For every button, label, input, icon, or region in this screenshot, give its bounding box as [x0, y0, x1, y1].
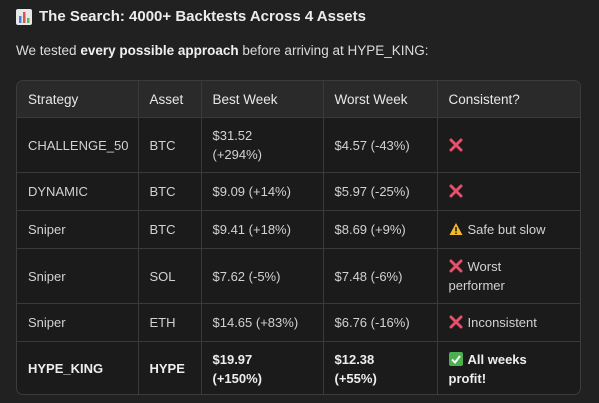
best-week-cell: $19.97 (+150%): [201, 341, 324, 394]
column-header: Best Week: [201, 81, 324, 118]
worst-change: (-25%): [370, 184, 410, 199]
best-value: $14.65: [212, 315, 253, 330]
best-change: (+18%): [248, 222, 291, 237]
best-change: (-5%): [248, 268, 281, 284]
worst-change: (-6%): [370, 268, 403, 284]
consistent-content: Inconsistent: [449, 313, 570, 332]
worst-change: (-43%): [370, 137, 410, 153]
title-row: The Search: 4000+ Backtests Across 4 Ass…: [16, 8, 366, 25]
column-header: Strategy: [17, 81, 139, 118]
best-change: (+14%): [248, 184, 291, 199]
table-row: Sniper ETH $14.65 (+83%) $6.76 (-16%) Incons…: [17, 303, 580, 342]
worst-week-cell: $8.69 (+9%): [323, 210, 438, 249]
asset-cell: SOL: [138, 248, 202, 304]
worst-change: (+55%): [334, 370, 377, 386]
worst-value: $12.38: [334, 351, 375, 367]
table-row: DYNAMIC BTC $9.09 (+14%) $5.97 (-25%): [17, 172, 580, 211]
consistent-content: Worst performer: [449, 257, 529, 295]
consistent-cell: [437, 172, 580, 211]
worst-week-cell: $6.76 (-16%): [323, 303, 438, 342]
worst-week-cell: $12.38 (+55%): [323, 341, 438, 394]
consistent-text: Safe but slow: [467, 222, 546, 237]
asset-cell: HYPE: [138, 341, 202, 394]
best-value: $9.09: [212, 184, 246, 199]
worst-week-cell: $5.97 (-25%): [323, 172, 438, 211]
worst-week-cell: $4.57 (-43%): [323, 117, 438, 173]
table-container: Strategy Asset Best Week Worst Week Consiste…: [16, 80, 581, 395]
best-value: $7.62: [212, 268, 246, 284]
consistent-content: All weeks profit!: [448, 350, 544, 388]
header-row: Strategy Asset Best Week Worst Week Consiste…: [17, 81, 580, 118]
strategy-cell: DYNAMIC: [17, 172, 139, 211]
cross-icon: [449, 184, 462, 198]
results-table: Strategy Asset Best Week Worst Week Consiste…: [17, 81, 580, 395]
check-icon: [448, 351, 463, 366]
strategy-cell: CHALLENGE_50: [17, 117, 139, 173]
asset-cell: BTC: [138, 210, 202, 249]
strategy-cell: HYPE_KING: [17, 341, 139, 394]
intro: We tested every possible approach before…: [16, 43, 429, 58]
consistent-cell: Inconsistent: [437, 303, 580, 342]
cross-icon: [449, 259, 462, 273]
worst-change: (-16%): [370, 315, 410, 330]
consistent-text: Worst performer: [448, 259, 505, 293]
cross-icon: [449, 315, 462, 329]
best-value: $31.52: [212, 128, 253, 143]
asset-cell: BTC: [138, 172, 202, 211]
worst-value: $7.48: [334, 268, 368, 284]
column-header: Asset: [138, 81, 202, 118]
best-change: (+294%): [212, 147, 263, 162]
chart-icon: [16, 8, 32, 25]
consistent-cell: Worst performer: [437, 248, 580, 304]
table-row: HYPE_KING HYPE $19.97 (+150%) $12.38 (+55%)…: [17, 341, 580, 395]
consistent-cell: Safe but slow: [437, 210, 580, 249]
table-row: Sniper BTC $9.41 (+18%) $8.69 (+9%) Safe but…: [17, 210, 580, 249]
intro-text: We tested: [16, 43, 77, 58]
worst-value: $6.76: [334, 315, 368, 330]
best-week-cell: $7.62 (-5%): [201, 248, 324, 304]
consistent-cell: All weeks profit!: [437, 342, 580, 395]
warn-icon: [449, 223, 462, 235]
best-week-cell: $14.65 (+83%): [201, 303, 324, 342]
consistent-text: All weeks profit!: [448, 351, 527, 386]
best-change: (+150%): [212, 370, 263, 386]
asset-cell: ETH: [138, 303, 202, 342]
best-week-cell: $9.41 (+18%): [201, 210, 324, 249]
consistent-cell: [437, 117, 580, 173]
worst-value: $4.57: [334, 137, 368, 153]
title: The Search: 4000+ Backtests Across 4 Ass…: [39, 8, 366, 25]
table-row: CHALLENGE_50 BTC $31.52 (+294%) $4.57 (-43%…: [17, 117, 580, 173]
consistent-content: Safe but slow: [449, 220, 570, 239]
asset-cell: BTC: [138, 117, 202, 173]
intro-bold: every possible approach: [80, 43, 239, 58]
strategy-cell: Sniper: [17, 303, 139, 342]
consistent-text: Inconsistent: [467, 315, 537, 330]
best-week-cell: $9.09 (+14%): [201, 172, 324, 211]
intro-text: before arriving at HYPE_KING:: [242, 43, 429, 58]
worst-week-cell: $7.48 (-6%): [323, 248, 438, 304]
cross-icon: [449, 138, 462, 151]
strategy-cell: Sniper: [17, 210, 139, 249]
best-value: $9.41: [212, 222, 246, 237]
worst-value: $8.69: [334, 222, 368, 237]
column-header: Consistent?: [437, 81, 580, 118]
table-row: Sniper SOL $7.62 (-5%) $7.48 (-6%) Worst per…: [17, 248, 580, 304]
consistent-content: [449, 136, 570, 155]
strategy-cell: Sniper: [17, 248, 139, 304]
worst-value: $5.97: [334, 184, 368, 199]
best-value: $19.97: [212, 351, 253, 367]
worst-change: (+9%): [370, 222, 406, 237]
best-week-cell: $31.52 (+294%): [201, 117, 324, 173]
column-header: Worst Week: [323, 81, 438, 118]
consistent-content: [449, 182, 570, 201]
best-change: (+83%): [255, 315, 299, 330]
